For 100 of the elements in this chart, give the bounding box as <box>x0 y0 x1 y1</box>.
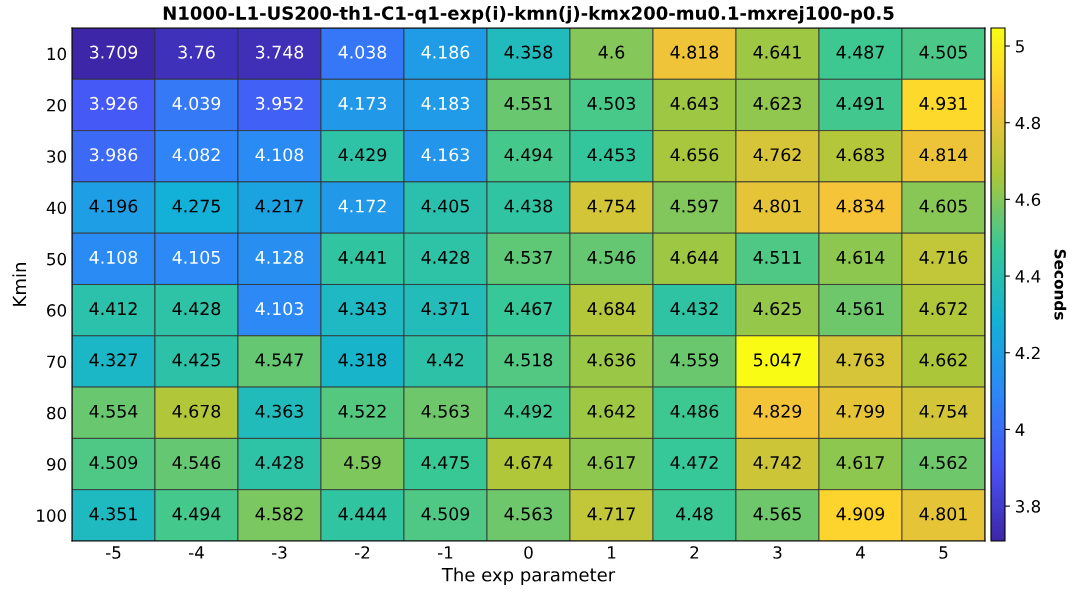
data-label: 3.952 <box>255 96 303 110</box>
color-bar-title: Seconds <box>1054 249 1067 320</box>
color-bar-label: 4.4 <box>1015 270 1041 283</box>
data-label: 4.438 <box>504 199 553 213</box>
y-tick-label: 70 <box>47 355 67 369</box>
chart-title: N1000-L1-US200-th1-C1-q1-exp(i)-kmn(j)-kmx200-mu0.1-mxrej100-p0.5 <box>163 5 894 24</box>
data-label: 4.717 <box>587 507 635 521</box>
data-label: 4.441 <box>338 250 386 264</box>
data-label: 4.503 <box>587 96 635 110</box>
data-label: 4.453 <box>587 148 635 162</box>
y-tick-label: 90 <box>46 458 67 471</box>
data-label: 4.128 <box>255 250 304 264</box>
color-bar-label: 3.8 <box>1015 500 1041 513</box>
data-label: 4.563 <box>421 404 469 418</box>
data-label: 4.801 <box>753 199 801 213</box>
x-tick-label: 3 <box>773 546 782 559</box>
data-label: 4.683 <box>836 148 884 162</box>
data-label: 4.562 <box>919 455 967 470</box>
data-label: 4.172 <box>338 199 386 213</box>
data-label: 4.518 <box>504 353 553 367</box>
data-label: 4.641 <box>753 45 801 59</box>
data-label: 4.931 <box>919 96 967 110</box>
data-label: 4.605 <box>919 199 967 213</box>
data-label: 4.467 <box>504 302 552 316</box>
data-label: 4.582 <box>255 507 303 521</box>
data-label: 4.186 <box>421 45 470 59</box>
color-bar-label: 4 <box>1015 423 1025 436</box>
data-label: 4.754 <box>919 404 968 418</box>
data-label: 4.505 <box>919 45 967 59</box>
data-label: 4.814 <box>919 148 968 162</box>
data-label: 4.363 <box>255 404 303 418</box>
y-tick-label: 30 <box>47 150 67 163</box>
data-label: 4.103 <box>255 302 303 316</box>
data-label: 4.674 <box>504 455 553 470</box>
data-label: 4.358 <box>504 45 553 59</box>
data-label: 4.625 <box>753 302 801 316</box>
data-label: 4.636 <box>587 353 636 367</box>
data-label: 4.444 <box>338 507 387 521</box>
data-label: 4.546 <box>172 455 221 470</box>
data-label: 4.762 <box>753 148 801 162</box>
data-label: 4.522 <box>338 404 386 418</box>
data-label: 4.428 <box>421 250 470 264</box>
data-label: 4.642 <box>587 404 635 418</box>
data-label: 3.748 <box>255 45 304 59</box>
data-label: 4.494 <box>504 148 553 162</box>
x-tick-label: 1 <box>608 546 616 559</box>
data-label: 4.42 <box>427 353 464 367</box>
data-label: 4.327 <box>89 353 137 367</box>
data-label: 4.509 <box>421 507 470 521</box>
data-label: 4.511 <box>753 250 801 264</box>
data-label: 4.561 <box>836 302 884 316</box>
data-label: 4.351 <box>89 507 137 521</box>
data-label: 4.59 <box>344 455 381 470</box>
data-label: 4.163 <box>421 148 469 162</box>
x-tick-label: 0 <box>524 546 533 559</box>
data-label: 4.672 <box>919 302 967 316</box>
x-tick-label: 2 <box>690 546 699 559</box>
data-label: 4.217 <box>255 199 303 213</box>
data-label: 4.432 <box>670 302 718 316</box>
data-label: 4.343 <box>338 302 386 316</box>
data-label: 4.546 <box>587 250 636 264</box>
data-label: 4.492 <box>504 404 552 418</box>
data-label: 4.678 <box>172 404 221 418</box>
data-label: 4.486 <box>670 404 719 418</box>
data-label: 4.425 <box>172 353 220 367</box>
data-label: 4.108 <box>89 250 138 264</box>
data-label: 4.565 <box>753 507 801 521</box>
data-label: 4.742 <box>753 455 801 469</box>
data-label: 4.617 <box>836 455 884 470</box>
data-label: 4.763 <box>836 353 884 367</box>
data-label: 4.6 <box>598 45 625 59</box>
data-label: 4.183 <box>421 96 469 110</box>
data-label: 4.801 <box>919 507 967 521</box>
x-tick-label: -4 <box>189 546 204 559</box>
data-label: 4.487 <box>836 45 884 59</box>
y-axis-title: Kmin <box>12 263 27 306</box>
data-label: 4.108 <box>255 148 304 162</box>
data-label: 4.475 <box>421 456 469 470</box>
x-tick-label: -3 <box>272 546 287 559</box>
data-label: 3.986 <box>89 148 138 162</box>
data-label: 4.614 <box>836 250 885 264</box>
data-label: 4.173 <box>338 96 386 110</box>
color-bar-label: 5 <box>1016 40 1024 53</box>
data-label: 4.038 <box>338 45 387 59</box>
data-label: 5.047 <box>753 353 801 367</box>
color-bar-label: 4.8 <box>1015 116 1041 130</box>
data-label: 4.644 <box>670 250 719 264</box>
data-label: 4.623 <box>753 96 801 110</box>
y-tick-label: 100 <box>37 509 67 522</box>
data-label: 4.48 <box>676 507 713 521</box>
data-label: 4.662 <box>919 353 967 367</box>
data-label: 4.643 <box>670 96 718 110</box>
color-bar-label: 4.2 <box>1015 346 1040 360</box>
data-label: 4.537 <box>504 250 552 264</box>
x-tick-label: -1 <box>438 546 453 559</box>
data-label: 4.799 <box>836 404 885 418</box>
data-label: 4.412 <box>89 302 137 315</box>
data-label: 4.818 <box>670 45 719 59</box>
data-label: 4.547 <box>255 353 303 367</box>
data-label: 4.196 <box>89 199 138 213</box>
